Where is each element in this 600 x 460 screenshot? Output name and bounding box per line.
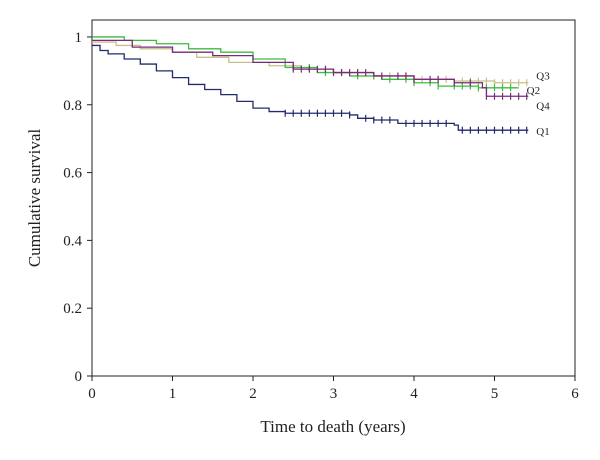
y-tick-label: 1 — [75, 30, 83, 46]
y-axis-title: Cumulative survival — [25, 129, 44, 268]
x-tick-label: 4 — [410, 386, 418, 402]
x-tick-label: 5 — [491, 386, 499, 402]
series-label-q2: Q2 — [527, 85, 540, 97]
series-line-q3 — [92, 41, 529, 84]
x-tick-label: 6 — [571, 386, 579, 402]
series-labels: Q3 Q2 Q4 Q1 — [527, 71, 551, 138]
x-tick-label: 1 — [169, 386, 177, 402]
x-tick-label: 2 — [249, 386, 257, 402]
series-label-q4: Q4 — [536, 100, 550, 112]
x-tick-label: 0 — [88, 386, 96, 402]
y-tick-label: 0 — [75, 369, 83, 385]
y-tick-label: 0.2 — [63, 301, 82, 317]
y-tick-label: 0.4 — [63, 233, 82, 249]
x-axis-title: Time to death (years) — [260, 417, 405, 436]
y-tick-label: 0.8 — [63, 98, 82, 114]
series-label-q1: Q1 — [536, 126, 549, 138]
axis-ticks: 0 1 2 3 4 5 6 0 0.2 0.4 0.6 0.8 1 — [63, 30, 579, 402]
y-tick-label: 0.6 — [63, 166, 82, 182]
x-tick-label: 3 — [330, 386, 338, 402]
series-label-q3: Q3 — [536, 71, 550, 83]
series-layer — [92, 36, 529, 134]
